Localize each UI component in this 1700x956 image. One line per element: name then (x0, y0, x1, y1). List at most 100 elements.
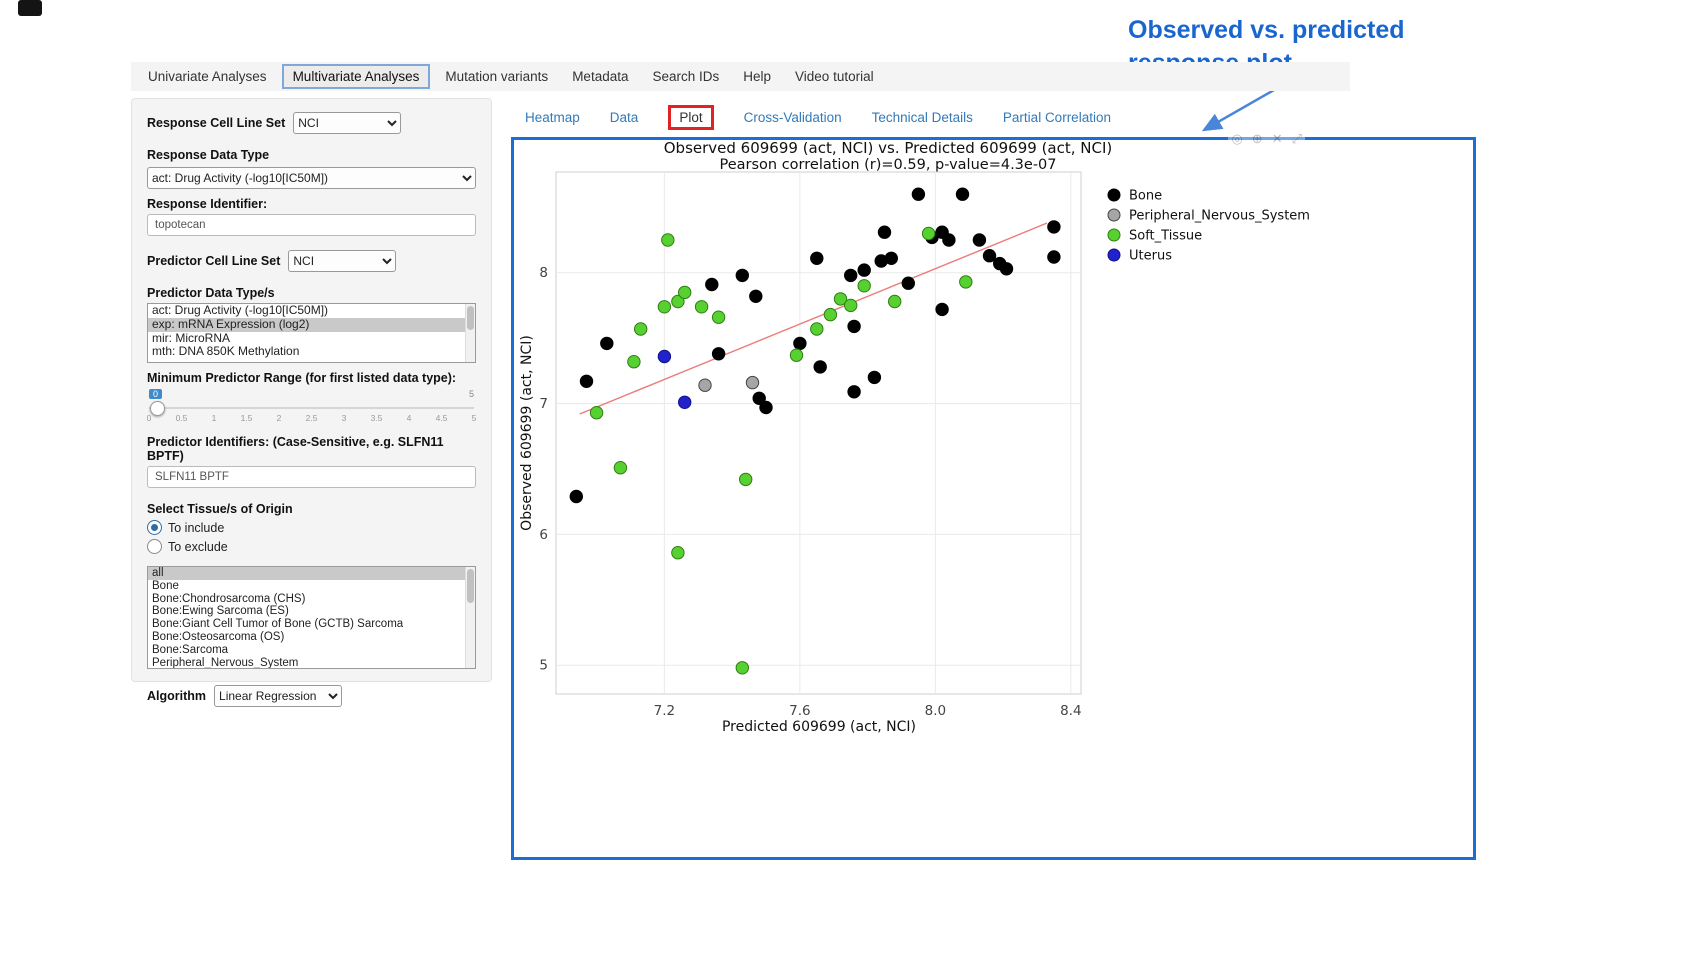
data-point-bone (955, 187, 970, 201)
radio-label: To exclude (168, 539, 228, 554)
tissue-option[interactable]: Bone:Chondrosarcoma (CHS) (152, 592, 306, 605)
regression-line (579, 222, 1048, 415)
tissue-option[interactable]: Bone:Ewing Sarcoma (ES) (152, 605, 289, 618)
subtab-cross-validation[interactable]: Cross-Validation (743, 109, 842, 125)
predictor-identifiers-input[interactable] (147, 466, 476, 488)
subtab-heatmap[interactable]: Heatmap (525, 109, 580, 125)
slider-tick-label: 2.5 (305, 413, 318, 423)
y-tick-label: 5 (539, 658, 548, 674)
tissue-option[interactable]: all (148, 567, 475, 580)
nav-tab-search-ids[interactable]: Search IDs (652, 69, 720, 84)
data-point-bone (1047, 250, 1061, 264)
x-tick-label: 7.2 (654, 703, 675, 719)
radio-button[interactable] (147, 539, 162, 554)
tissue-option[interactable]: Bone:Osteosarcoma (OS) (152, 630, 285, 643)
subtab-technical-details[interactable]: Technical Details (871, 109, 973, 125)
predictor-data-type-option[interactable]: exp: mRNA Expression (log2) (148, 317, 475, 332)
data-point-soft-tissue (739, 472, 753, 487)
y-tick-label: 7 (539, 396, 548, 412)
plot-modebar: ◎ ⊕ ✕ ⤢ (1228, 131, 1305, 147)
radio-label: To include (168, 520, 225, 535)
data-point-soft-tissue (613, 461, 628, 475)
plot-area[interactable] (555, 171, 1082, 695)
legend-label-bone[interactable]: Bone (1129, 189, 1162, 204)
legend-marker-soft-tissue[interactable] (1107, 228, 1121, 242)
camera-icon[interactable]: ◎ (1231, 131, 1243, 146)
tissue-origin-option: To include (147, 520, 476, 535)
min-predictor-range-label: Minimum Predictor Range (for first liste… (147, 371, 457, 385)
scatter-plot[interactable]: Observed 609699 (act, NCI) vs. Predicted… (519, 142, 1329, 754)
data-point-bone (752, 391, 766, 405)
slider-tick-label: 3 (341, 413, 347, 423)
subtab-data[interactable]: Data (609, 109, 639, 125)
pan-icon[interactable]: ⤢ (1291, 131, 1302, 146)
subtab-plot[interactable]: Plot (668, 104, 714, 130)
data-point-uterus (678, 395, 692, 409)
nav-tab-help[interactable]: Help (743, 69, 772, 84)
data-point-soft-tissue (671, 546, 685, 560)
data-point-soft-tissue (694, 300, 709, 314)
slider-value-badge: 0 (149, 389, 163, 399)
legend-label-peripheral-nervous-system[interactable]: Peripheral_Nervous_System (1129, 209, 1310, 224)
slider-tick-label: 5 (471, 413, 477, 423)
nav-tab-univariate-analyses[interactable]: Univariate Analyses (148, 69, 267, 84)
min-predictor-range-slider: 0 5 0 0.5 1 1.5 2 2.5 3 3.5 4 4.5 5 (147, 389, 477, 429)
tissue-origin-option: To exclude (147, 539, 476, 554)
slider-handle[interactable] (150, 401, 165, 416)
legend-marker-bone[interactable] (1107, 188, 1121, 202)
predictor-data-type-option[interactable]: mir: MicroRNA (152, 330, 230, 345)
data-point-soft-tissue (657, 300, 672, 314)
tissue-option[interactable]: Bone:Sarcoma (152, 643, 229, 656)
subtab-partial-correlation[interactable]: Partial Correlation (1002, 109, 1111, 125)
response-data-type-select[interactable]: act: Drug Activity (-log10[IC50M]) (147, 167, 476, 189)
predictor-data-types-listbox[interactable]: act: Drug Activity (-log10[IC50M]) exp: m… (147, 303, 476, 363)
data-point-soft-tissue (959, 275, 973, 289)
response-identifier-input[interactable] (147, 214, 476, 236)
nav-tab-video-tutorial[interactable]: Video tutorial (795, 69, 874, 84)
data-point-soft-tissue (857, 279, 871, 293)
predictor-data-type-option[interactable]: mth: DNA 850K Methylation (152, 344, 300, 359)
data-point-soft-tissue (634, 322, 648, 336)
scrollbar-track[interactable] (465, 567, 475, 668)
scrollbar-thumb[interactable] (467, 306, 474, 330)
response-cell-line-set-select[interactable]: NCI (293, 112, 402, 134)
data-point-uterus (657, 349, 672, 364)
data-point-soft-tissue (678, 285, 692, 300)
y-tick-label: 6 (539, 527, 548, 543)
data-point-soft-tissue (823, 307, 838, 322)
predictor-cell-line-set-select[interactable]: NCI (288, 250, 397, 272)
legend-label-soft-tissue[interactable]: Soft_Tissue (1129, 229, 1202, 244)
tissue-option[interactable]: Peripheral_Nervous_System (152, 656, 299, 669)
analysis-subtabs: Heatmap Data Plot Cross-Validation Technical… (525, 102, 1111, 132)
zoom-icon[interactable]: ⊕ (1251, 131, 1263, 146)
close-icon[interactable]: ✕ (1271, 131, 1283, 146)
data-point-bone (999, 262, 1014, 276)
nav-tab-mutation-variants[interactable]: Mutation variants (445, 69, 549, 84)
algorithm-select[interactable]: Linear Regression (214, 685, 343, 707)
y-tick-label: 8 (539, 265, 548, 281)
data-point-bone (579, 374, 594, 389)
radio-button[interactable] (147, 520, 162, 535)
data-point-soft-tissue (627, 355, 641, 369)
data-point-bone (793, 336, 807, 351)
legend-marker-uterus[interactable] (1107, 248, 1121, 262)
legend-marker-peripheral-nervous-system[interactable] (1107, 208, 1121, 222)
tissue-option[interactable]: Bone:Giant Cell Tumor of Bone (GCTB) Sar… (152, 618, 404, 631)
data-point-soft-tissue (711, 310, 726, 324)
response-cell-line-set-label: Response Cell Line Set (147, 116, 286, 130)
scrollbar-track[interactable] (465, 304, 475, 362)
main-nav: Univariate Analyses Multivariate Analyses… (131, 62, 1350, 91)
tissue-listbox[interactable]: all Bone Bone:Chondrosarcoma (CHS) Bone:Ewi… (147, 566, 476, 669)
data-point-soft-tissue (671, 294, 685, 309)
tissue-option[interactable]: Bone (152, 579, 179, 592)
data-point-bone (982, 249, 997, 263)
nav-tab-multivariate-analyses[interactable]: Multivariate Analyses (281, 64, 431, 89)
slider-tick-label: 3.5 (370, 413, 383, 423)
nav-tab-metadata[interactable]: Metadata (572, 69, 629, 84)
predictor-data-type-option[interactable]: act: Drug Activity (-log10[IC50M]) (152, 303, 329, 317)
scrollbar-thumb[interactable] (467, 569, 474, 603)
data-point-bone (844, 268, 858, 283)
slider-track[interactable] (149, 407, 474, 409)
legend-label-uterus[interactable]: Uterus (1129, 249, 1172, 264)
